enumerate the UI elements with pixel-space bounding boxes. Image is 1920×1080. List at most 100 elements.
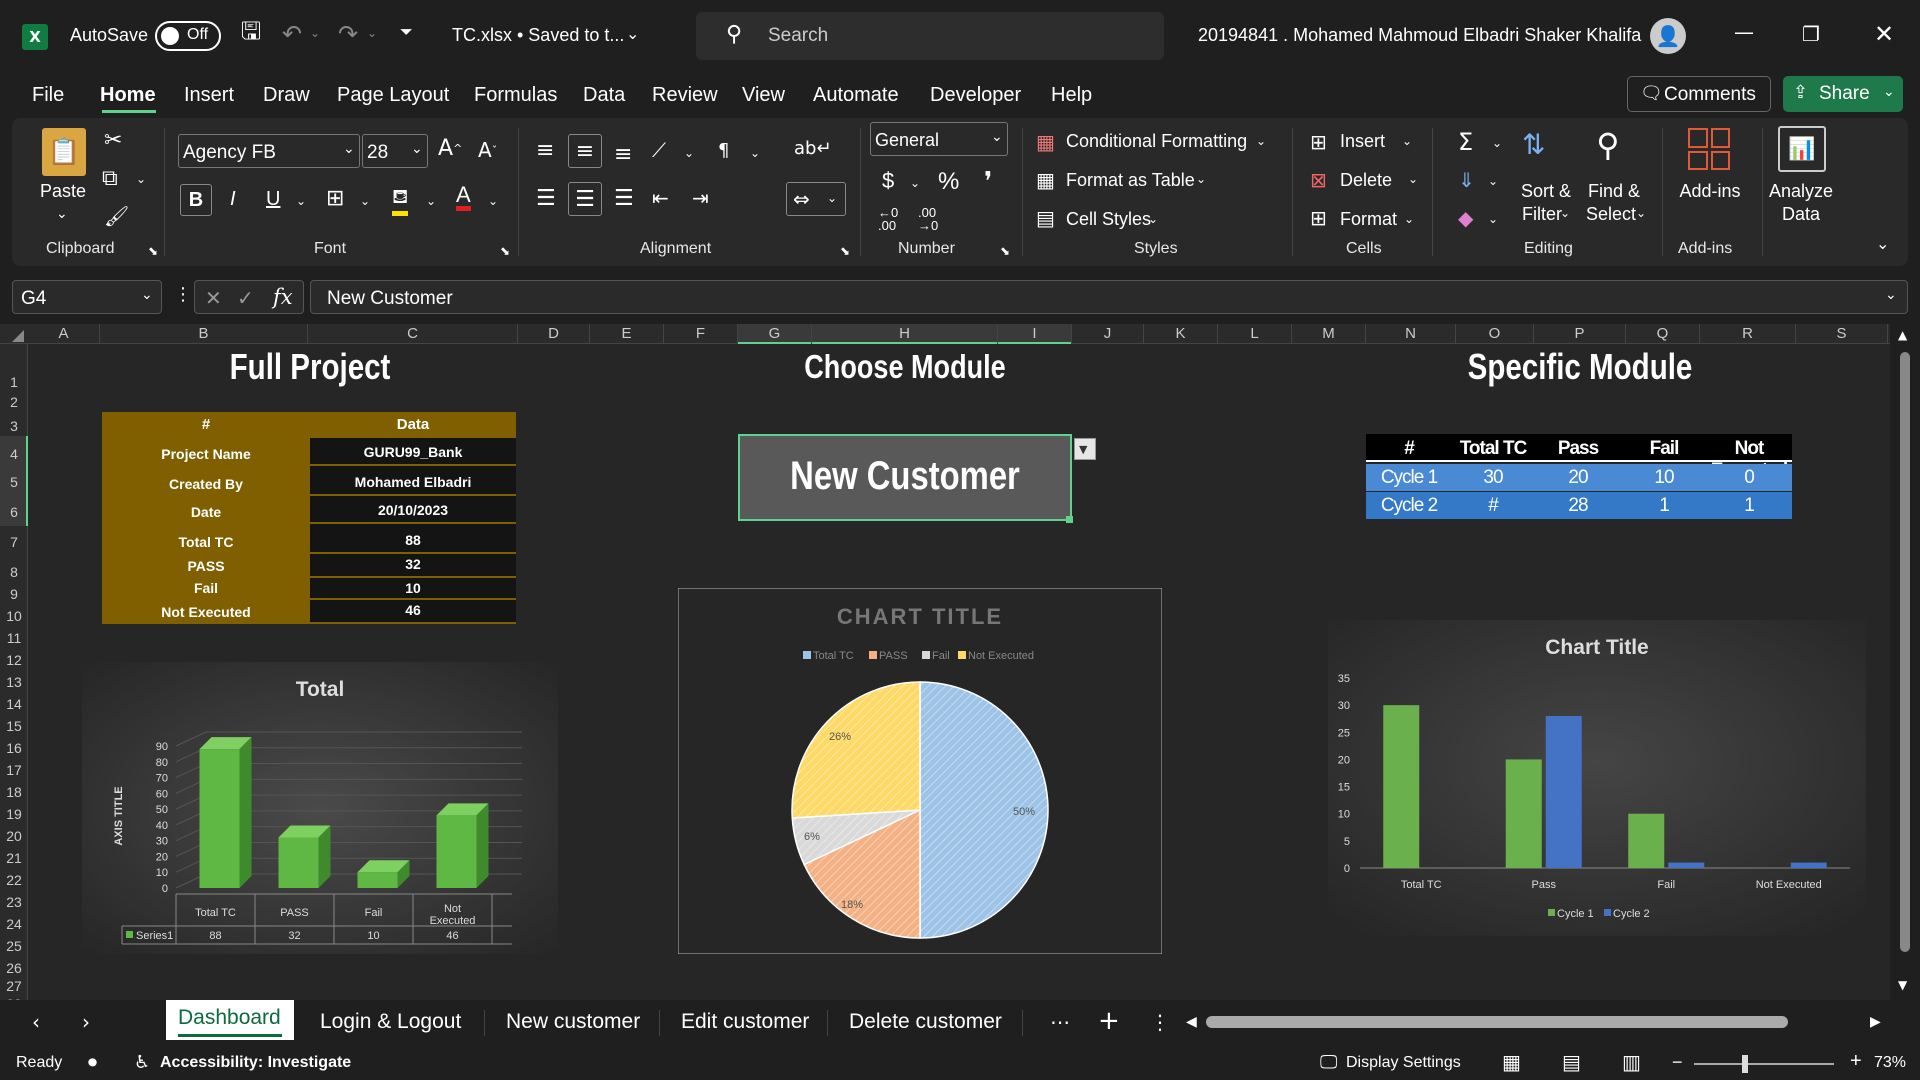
chevron-down-icon[interactable]: ⌄	[1148, 212, 1159, 226]
font-size-select[interactable]: 28 ⌄	[362, 134, 428, 168]
percent-icon[interactable]: %	[938, 168, 960, 195]
minimize-icon[interactable]: —	[1734, 20, 1754, 44]
column-header[interactable]: G	[738, 324, 812, 344]
next-sheet-icon[interactable]: ›	[82, 1010, 90, 1034]
autosum-icon[interactable]: Σ	[1458, 128, 1474, 156]
row-header[interactable]: 16	[6, 740, 22, 756]
number-launcher-icon[interactable]: ⬊	[1000, 244, 1011, 258]
row-header[interactable]: 15	[6, 718, 22, 734]
font-launcher-icon[interactable]: ⬊	[500, 244, 511, 258]
tab-dashboard[interactable]: Dashboard	[178, 1006, 281, 1029]
menu-home[interactable]: Home	[100, 84, 156, 106]
underline-chevron-icon[interactable]: ⌄	[296, 194, 307, 208]
menu-data[interactable]: Data	[583, 84, 626, 106]
orientation-icon[interactable]: ⟋	[652, 138, 666, 162]
normal-view-icon[interactable]: ▦	[1502, 1050, 1521, 1074]
paste-button[interactable]: Paste	[39, 181, 87, 201]
filename-chevron-icon[interactable]: ⌄	[626, 24, 640, 43]
row-header[interactable]: 20	[6, 828, 22, 844]
sort-filter-label-2[interactable]: Filter	[1522, 204, 1562, 224]
undo-dropdown-icon[interactable]: ⌄	[310, 26, 321, 40]
row-header[interactable]: 6	[10, 504, 18, 520]
select-all-corner[interactable]	[12, 330, 24, 342]
column-header[interactable]: F	[664, 324, 738, 344]
row-header[interactable]: 14	[6, 696, 22, 712]
align-center-icon[interactable]: ☰	[568, 182, 602, 216]
clipboard-launcher-icon[interactable]: ⬊	[148, 244, 159, 258]
format-cells-button[interactable]: Format	[1340, 209, 1398, 229]
row-header[interactable]: 24	[6, 916, 22, 932]
cell-styles-button[interactable]: Cell Styles	[1066, 209, 1152, 229]
prev-sheet-icon[interactable]: ‹	[32, 1010, 40, 1034]
fill-chevron-icon[interactable]: ⌄	[426, 194, 437, 208]
page-break-icon[interactable]: ▥	[1622, 1050, 1641, 1074]
column-header[interactable]: S	[1796, 324, 1888, 344]
increase-indent-icon[interactable]: ⇥	[692, 186, 709, 210]
font-color-chevron-icon[interactable]: ⌄	[488, 194, 499, 208]
vertical-scrollbar[interactable]: ▲ ▼	[1890, 324, 1920, 1000]
column-header[interactable]: J	[1072, 324, 1144, 344]
column-header[interactable]: B	[100, 324, 308, 344]
find-select-label-1[interactable]: Find &	[1587, 181, 1641, 201]
column-header[interactable]: K	[1144, 324, 1218, 344]
orientation-chevron-icon[interactable]: ⌄	[684, 146, 695, 160]
scroll-up-icon[interactable]: ▲	[1898, 328, 1908, 342]
clear-chevron-icon[interactable]: ⌄	[1488, 212, 1499, 226]
scroll-down-icon[interactable]: ▼	[1898, 978, 1908, 992]
specific-bar-chart[interactable]: Chart Title 0 5 10 15 20 25 30 35 Total TC Pass Fai…	[1328, 620, 1866, 936]
sheet-options-icon[interactable]: ⋮	[1150, 1010, 1170, 1034]
wrap-text-icon[interactable]: ab↵	[794, 138, 832, 159]
menu-draw[interactable]: Draw	[263, 84, 310, 106]
copy-icon[interactable]: ⧉	[102, 166, 118, 191]
addins-button[interactable]: Add-ins	[1679, 181, 1741, 201]
column-header[interactable]: C	[308, 324, 518, 344]
column-header[interactable]: Q	[1626, 324, 1700, 344]
row-header[interactable]: 1	[10, 374, 18, 390]
menu-formulas[interactable]: Formulas	[474, 84, 558, 106]
search-box[interactable]: ⚲ Search	[696, 12, 1164, 60]
format-as-table-button[interactable]: Format as Table	[1066, 170, 1195, 190]
bold-button[interactable]: B	[180, 184, 212, 216]
chevron-down-icon[interactable]: ⌄	[1402, 134, 1413, 148]
sort-filter-label-1[interactable]: Sort &	[1520, 181, 1572, 201]
close-icon[interactable]: ✕	[1874, 20, 1895, 48]
fill-handle[interactable]	[1066, 516, 1073, 523]
redo-dropdown-icon[interactable]: ⌄	[367, 26, 378, 40]
row-header[interactable]: 11	[6, 630, 22, 646]
formula-input[interactable]: New Customer ⌄	[310, 280, 1908, 314]
fill-icon[interactable]: ⇓	[1458, 168, 1475, 192]
column-header[interactable]: D	[518, 324, 590, 344]
currency-icon[interactable]: $	[882, 168, 895, 193]
add-sheet-icon[interactable]: +	[1098, 1006, 1120, 1036]
chevron-down-icon[interactable]: ⌄	[1636, 206, 1647, 220]
paste-icon[interactable]: 📋	[42, 128, 86, 176]
row-header[interactable]: 17	[6, 762, 22, 778]
decrease-decimal-icon[interactable]: .00 →0	[918, 205, 939, 233]
menu-automate[interactable]: Automate	[813, 84, 899, 106]
row-header[interactable]: 7	[10, 534, 18, 550]
accessibility-icon[interactable]: ♿	[134, 1052, 151, 1073]
fill-chevron-icon[interactable]: ⌄	[1488, 174, 1499, 188]
column-header[interactable]: M	[1292, 324, 1366, 344]
column-header[interactable]: R	[1700, 324, 1796, 344]
align-top-icon[interactable]: ≡	[536, 138, 555, 163]
chevron-down-icon[interactable]: ⌄	[1256, 134, 1267, 148]
zoom-level[interactable]: 73%	[1874, 1054, 1907, 1071]
tab-new-customer[interactable]: New customer	[506, 1010, 641, 1033]
macro-record-icon[interactable]: ⏺	[88, 1052, 97, 1073]
column-header[interactable]: A	[28, 324, 100, 344]
increase-font-icon[interactable]: A ^	[438, 136, 463, 161]
addins-icon[interactable]	[1688, 128, 1730, 170]
merge-center-button[interactable]: ⇔ ⌄	[786, 182, 846, 216]
analyze-data-label-2[interactable]: Data	[1781, 204, 1821, 224]
chevron-down-icon[interactable]: ⌄	[1560, 206, 1571, 220]
row-header[interactable]: 5	[10, 474, 18, 490]
avatar[interactable]: 👤	[1650, 18, 1686, 54]
menu-review[interactable]: Review	[652, 84, 718, 106]
row-header[interactable]: 10	[6, 608, 22, 624]
zoom-slider-thumb[interactable]	[1742, 1055, 1748, 1073]
row-header[interactable]: 26	[6, 960, 22, 976]
row-header[interactable]: 4	[10, 446, 18, 462]
paste-chevron-icon[interactable]: ⌄	[56, 206, 68, 222]
horizontal-scroll-thumb[interactable]	[1206, 1016, 1788, 1028]
